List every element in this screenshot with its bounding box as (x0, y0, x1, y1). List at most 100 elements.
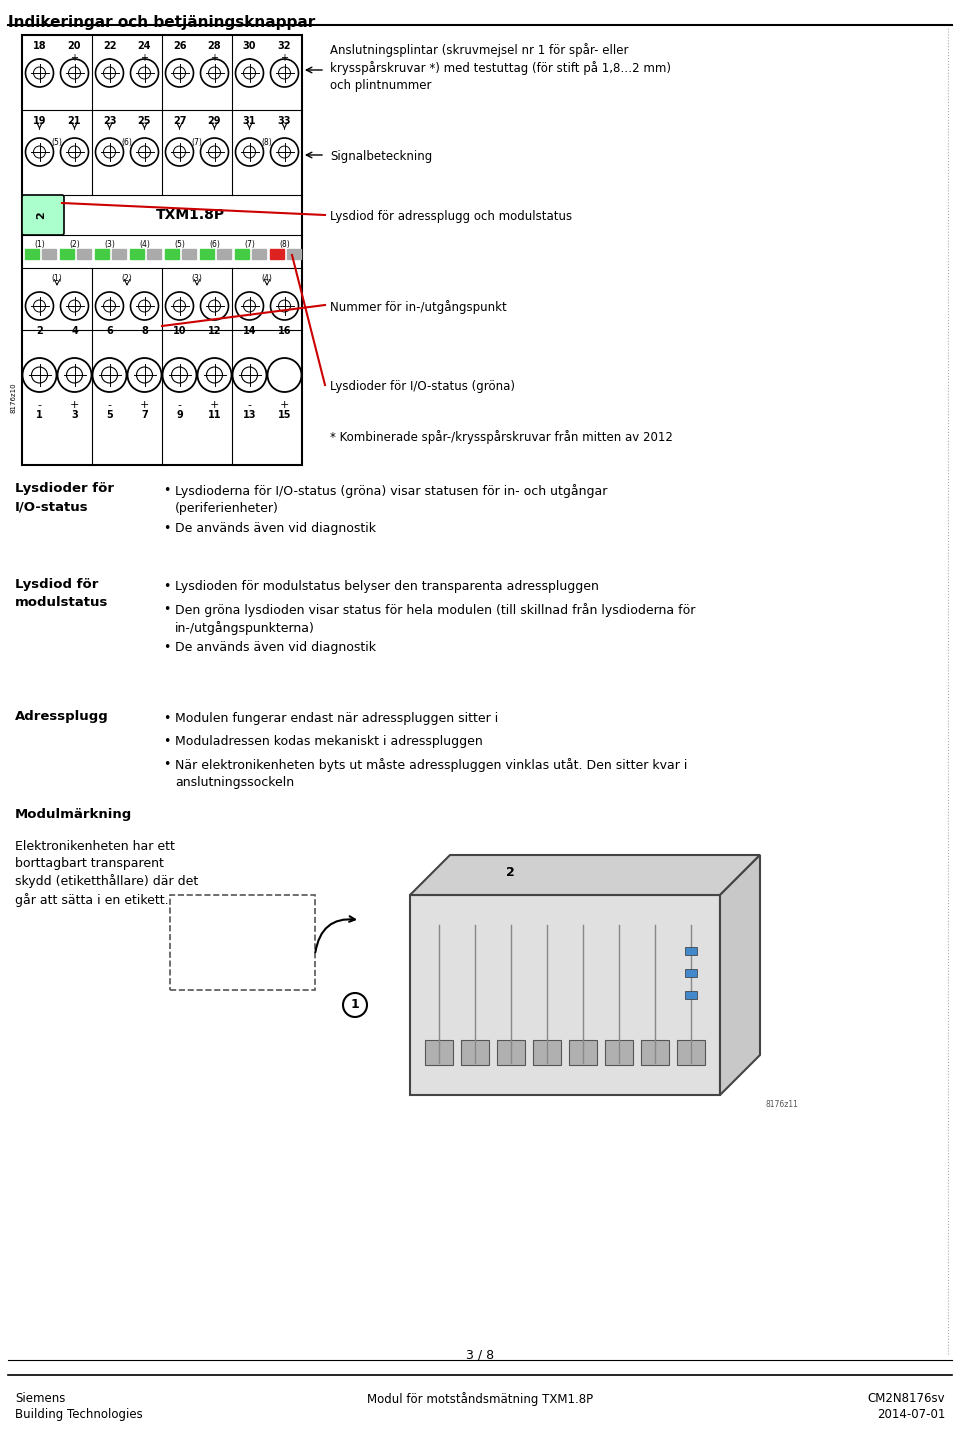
Text: 23: 23 (103, 117, 116, 125)
Text: •: • (163, 711, 170, 724)
Text: -: - (248, 400, 252, 410)
Text: 25: 25 (137, 117, 152, 125)
Text: 5: 5 (107, 410, 113, 420)
Text: +: + (210, 53, 219, 63)
Text: (6): (6) (122, 138, 132, 147)
Text: Lysdioder för I/O-status (gröna): Lysdioder för I/O-status (gröna) (330, 380, 515, 393)
Bar (25, 249, 38, 259)
Bar (218, 249, 231, 259)
Text: Lysdiod för adressplugg och modulstatus: Lysdiod för adressplugg och modulstatus (330, 210, 572, 223)
Text: Lysdioden för modulstatus belyser den transparenta adresspluggen: Lysdioden för modulstatus belyser den tr… (175, 580, 599, 593)
Text: 28: 28 (207, 40, 222, 50)
Text: -: - (248, 53, 252, 63)
Text: (3): (3) (104, 240, 115, 249)
Bar (685, 948, 697, 955)
Bar (165, 249, 179, 259)
Text: Den gröna lysdioden visar status för hela modulen (till skillnad från lysdiodern: Den gröna lysdioden visar status för hel… (175, 603, 695, 635)
Text: Lysdioderna för I/O-status (gröna) visar statusen för in- och utgångar
(periferi: Lysdioderna för I/O-status (gröna) visar… (175, 484, 608, 516)
Bar (252, 249, 266, 259)
Bar (60, 249, 74, 259)
Text: -: - (178, 53, 181, 63)
Text: +: + (210, 400, 219, 410)
Text: 7: 7 (141, 410, 148, 420)
Bar (270, 249, 283, 259)
Bar (569, 1040, 597, 1066)
Bar (677, 1040, 705, 1066)
Text: 2: 2 (506, 865, 515, 878)
Text: 16: 16 (277, 325, 291, 336)
Bar (641, 1040, 669, 1066)
Text: 33: 33 (277, 117, 291, 125)
Text: 19: 19 (33, 117, 46, 125)
Text: Signalbeteckning: Signalbeteckning (330, 150, 432, 163)
Text: De används även vid diagnostik: De används även vid diagnostik (175, 641, 376, 654)
Text: (1): (1) (35, 240, 45, 249)
Text: CM2N8176sv: CM2N8176sv (868, 1392, 945, 1405)
Text: 3: 3 (71, 410, 78, 420)
Text: Siemens: Siemens (15, 1392, 65, 1405)
Text: -: - (108, 53, 111, 63)
Bar (130, 249, 144, 259)
Text: Modulmärkning: Modulmärkning (15, 808, 132, 821)
Text: 31: 31 (243, 117, 256, 125)
Text: * Kombinerade spår-/krysspårskruvar från mitten av 2012: * Kombinerade spår-/krysspårskruvar från… (330, 431, 673, 444)
Text: 11: 11 (207, 410, 221, 420)
Text: 1: 1 (350, 998, 359, 1011)
Text: 1: 1 (36, 410, 43, 420)
Bar (170, 896, 315, 991)
Text: 8: 8 (141, 325, 148, 336)
Text: (8): (8) (279, 240, 290, 249)
Bar (497, 1040, 525, 1066)
Text: Adressplugg: Adressplugg (15, 710, 108, 723)
Text: 21: 21 (68, 117, 82, 125)
Text: (5): (5) (174, 240, 185, 249)
Text: +: + (140, 53, 149, 63)
Bar (685, 969, 697, 976)
Text: 27: 27 (173, 117, 186, 125)
Text: -: - (37, 53, 41, 63)
Text: Building Technologies: Building Technologies (15, 1408, 143, 1421)
Text: (2): (2) (122, 274, 132, 284)
Bar (410, 896, 720, 1094)
Text: 10: 10 (173, 325, 186, 336)
Text: (6): (6) (209, 240, 220, 249)
Text: •: • (163, 734, 170, 747)
Bar (533, 1040, 561, 1066)
Text: TXM1.8P: TXM1.8P (156, 207, 225, 222)
Text: •: • (163, 484, 170, 497)
Text: Indikeringar och betjäningsknappar: Indikeringar och betjäningsknappar (8, 14, 315, 30)
Text: 8176z11: 8176z11 (765, 1100, 798, 1109)
Text: Moduladressen kodas mekaniskt i adresspluggen: Moduladressen kodas mekaniskt i adresspl… (175, 734, 483, 747)
Text: När elektronikenheten byts ut måste adresspluggen vinklas utåt. Den sitter kvar : När elektronikenheten byts ut måste adre… (175, 757, 687, 789)
Bar (95, 249, 108, 259)
Polygon shape (720, 855, 760, 1094)
Text: 13: 13 (243, 410, 256, 420)
FancyBboxPatch shape (22, 194, 64, 235)
Text: +: + (279, 400, 289, 410)
Text: (7): (7) (192, 138, 203, 147)
Polygon shape (410, 855, 760, 896)
Bar (235, 249, 249, 259)
Bar (148, 249, 161, 259)
Text: Elektronikenheten har ett
borttagbart transparent
skydd (etiketthållare) där det: Elektronikenheten har ett borttagbart tr… (15, 840, 199, 907)
Text: 6: 6 (107, 325, 113, 336)
Text: Modulen fungerar endast när adresspluggen sitter i: Modulen fungerar endast när adressplugge… (175, 711, 498, 724)
Text: 26: 26 (173, 40, 186, 50)
Text: 15: 15 (277, 410, 291, 420)
Text: 12: 12 (207, 325, 221, 336)
Text: 22: 22 (103, 40, 116, 50)
Text: (7): (7) (244, 240, 255, 249)
Text: De används även vid diagnostik: De används även vid diagnostik (175, 521, 376, 536)
Text: (4): (4) (261, 274, 273, 284)
Text: Lysdioder för
I/O-status: Lysdioder för I/O-status (15, 482, 114, 513)
Bar (200, 249, 213, 259)
Text: 14: 14 (243, 325, 256, 336)
Text: •: • (163, 521, 170, 536)
Text: +: + (280, 53, 289, 63)
Text: 18: 18 (33, 40, 46, 50)
Text: +: + (70, 53, 79, 63)
Text: Nummer för in-/utgångspunkt: Nummer för in-/utgångspunkt (330, 300, 507, 314)
Text: Modul för motståndsmätning TXM1.8P: Modul för motståndsmätning TXM1.8P (367, 1392, 593, 1405)
Text: (4): (4) (139, 240, 150, 249)
Text: Lysdiod för
modulstatus: Lysdiod för modulstatus (15, 577, 108, 609)
